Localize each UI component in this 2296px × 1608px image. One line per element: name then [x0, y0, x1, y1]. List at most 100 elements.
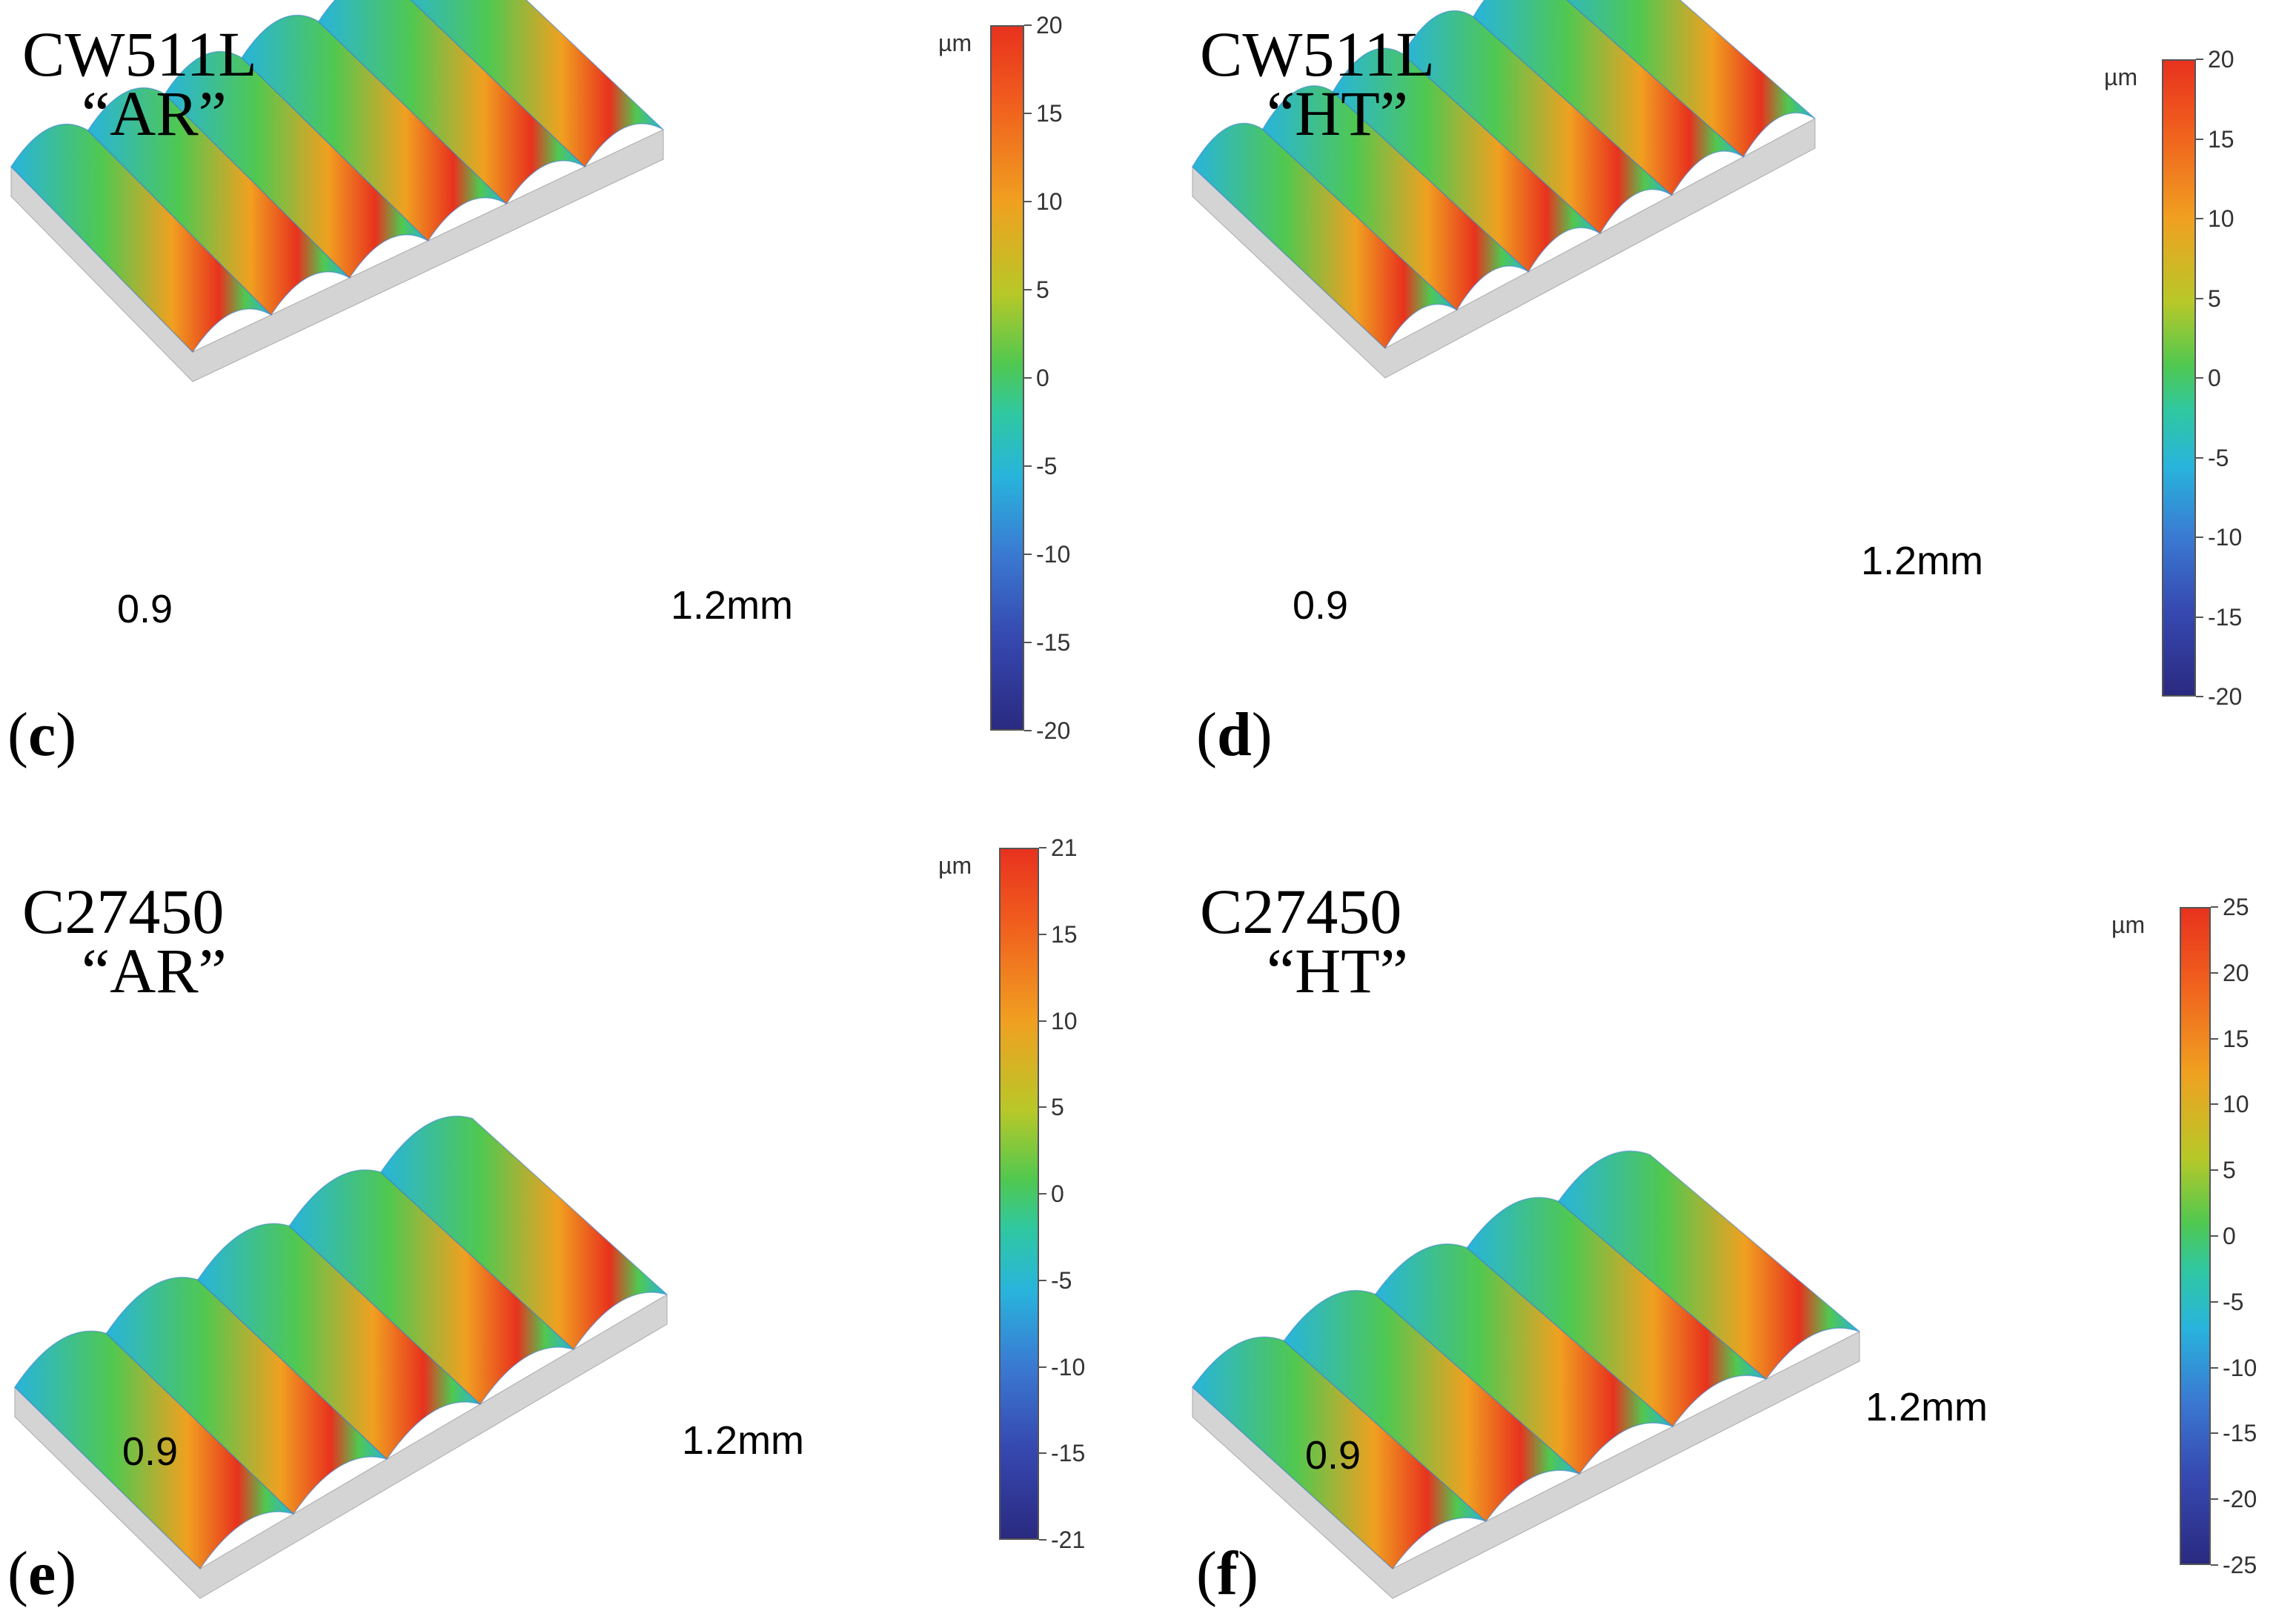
colorbar-tick-label: -15: [2208, 603, 2243, 631]
colorbar-tick-label: 25: [2223, 894, 2249, 920]
colorbar-tickmark: [2211, 1498, 2218, 1501]
surface-plot: [10, 0, 664, 382]
colorbar-tick-label: -15: [2223, 1420, 2257, 1447]
colorbar-tickmark: [2196, 297, 2203, 299]
surface-ridge: [1566, 0, 1816, 158]
colorbar-tick-label: -5: [1051, 1266, 1072, 1294]
colorbar-tick-label: 15: [2223, 1025, 2249, 1052]
panel-letter: (d): [1196, 700, 1273, 769]
panel-d: CW511L “HT” (d) 0.9 1.2mm µm 20 15 10 5 0 -5 -…: [1148, 0, 2296, 802]
colorbar-tickmark: [2196, 616, 2203, 618]
colorbar-tick-label: 5: [1051, 1094, 1064, 1121]
surface-plot: [1192, 1150, 1860, 1599]
axis-label-y: 1.2mm: [1865, 1385, 1988, 1429]
colorbar-tickmark: [1039, 1020, 1046, 1022]
colorbar-tickmark: [2196, 456, 2203, 459]
colorbar-tickmark: [1024, 24, 1032, 26]
colorbar-tickmark: [1039, 1279, 1046, 1281]
colorbar-tick-label: 0: [2223, 1223, 2236, 1249]
colorbar-tickmark: [2211, 971, 2218, 974]
colorbar-tick-label: 21: [1051, 834, 1078, 861]
colorbar-tickmark: [2211, 1235, 2218, 1237]
colorbar-tick-label: -25: [2223, 1552, 2257, 1578]
colorbar-tickmark: [2211, 1103, 2218, 1106]
axis-label-y: 1.2mm: [1861, 539, 1984, 583]
colorbar-unit: µm: [938, 852, 972, 879]
condition-label: “AR”: [82, 78, 227, 149]
colorbar-tickmark: [1039, 1106, 1046, 1109]
colorbar-tick-label: -10: [2208, 524, 2243, 551]
colorbar-tickmark: [1039, 1193, 1046, 1195]
axis-label-x: 0.9: [122, 1429, 179, 1474]
material-label: CW511L: [22, 19, 257, 90]
colorbar: [2180, 907, 2211, 1565]
colorbar: [990, 25, 1024, 731]
colorbar-tickmark: [2211, 1300, 2218, 1303]
colorbar-tickmark: [2211, 1169, 2218, 1172]
colorbar-unit: µm: [2104, 64, 2138, 90]
colorbar-tick-label: 10: [2208, 205, 2234, 232]
colorbar-tick-label: 10: [2223, 1091, 2249, 1118]
panel-f: C27450 “HT” (f) 0.9 1.2mm µm 25 20 15 10 5 0 -…: [1148, 802, 2296, 1605]
colorbar-tick-label: 20: [2223, 959, 2249, 986]
panel-c: CW511L “AR” (c) 0.9 1.2mm µm 20 15 10 5 0 -5 -…: [0, 0, 1148, 802]
colorbar-tickmark: [1039, 1452, 1046, 1455]
colorbar-tick-label: 0: [1036, 365, 1049, 391]
colorbar-tickmark: [2211, 1564, 2218, 1566]
colorbar-tick-label: -5: [1036, 453, 1058, 479]
condition-label: “AR”: [82, 935, 227, 1006]
material-label: CW511L: [1200, 19, 1435, 90]
panel-letter: (c): [7, 700, 77, 769]
panel-letter: (e): [7, 1539, 77, 1608]
colorbar-tickmark: [1024, 465, 1032, 467]
panel-e: C27450 “AR” (e) 0.9 1.2mm µm 21 15 10 5 0 -5 -…: [0, 802, 1148, 1608]
colorbar-tick-label: 20: [2208, 46, 2234, 73]
colorbar-tick-label: -10: [1051, 1353, 1086, 1381]
axis-label-x: 0.9: [1305, 1433, 1361, 1478]
surface-ridge: [410, 0, 664, 168]
colorbar-tickmark: [1024, 377, 1032, 379]
colorbar-tickmark: [1024, 113, 1032, 114]
surface-ridge: [1557, 1150, 1860, 1381]
colorbar-tickmark: [1024, 642, 1032, 643]
colorbar-tick-label: -10: [2223, 1354, 2257, 1381]
colorbar-unit: µm: [2111, 911, 2146, 938]
colorbar-tick-label: 10: [1051, 1007, 1078, 1034]
colorbar-tick-label: 0: [1051, 1180, 1064, 1207]
condition-label: “HT”: [1267, 935, 1408, 1006]
surface-plot: [14, 1115, 668, 1599]
colorbar-tickmark: [2211, 1366, 2218, 1369]
colorbar-tick-label: -5: [2223, 1288, 2244, 1315]
colorbar-tick-label: 15: [1036, 100, 1063, 127]
colorbar-tickmark: [2196, 218, 2203, 219]
colorbar-tick-label: -10: [1036, 541, 1071, 568]
panel-letter-text: f: [1216, 1539, 1238, 1608]
colorbar-tick-label: 5: [2208, 285, 2221, 312]
colorbar-unit: µm: [938, 30, 972, 56]
colorbar-tick-label: -20: [1036, 717, 1071, 744]
axis-label-x: 0.9: [117, 587, 173, 631]
panel-letter-text: c: [27, 700, 56, 769]
axis-label-x: 0.9: [1293, 583, 1349, 628]
condition-label: “HT”: [1267, 78, 1408, 149]
colorbar-tick-label: 15: [2208, 125, 2234, 153]
colorbar-tickmark: [1024, 201, 1032, 202]
colorbar-tickmark: [1039, 933, 1046, 935]
colorbar: [2162, 59, 2196, 697]
axis-label-y: 1.2mm: [671, 583, 794, 628]
colorbar: [999, 848, 1039, 1540]
colorbar-tickmark: [1039, 1366, 1046, 1368]
panel-letter-text: e: [27, 1539, 56, 1608]
colorbar-tick-label: -20: [2208, 683, 2243, 710]
colorbar-tick-label: -15: [1051, 1440, 1086, 1467]
material-label: C27450: [1200, 876, 1402, 947]
colorbar-tick-label: 5: [2223, 1157, 2236, 1184]
colorbar-tick-label: -5: [2208, 444, 2229, 471]
colorbar-tickmark: [1024, 554, 1032, 555]
colorbar-tick-label: -15: [1036, 629, 1071, 656]
colorbar-tick-label: 20: [1036, 12, 1063, 39]
surface-plot: [1192, 0, 1816, 379]
colorbar-tick-label: 0: [2208, 365, 2221, 391]
colorbar-tickmark: [2196, 377, 2203, 379]
colorbar-tickmark: [1024, 730, 1032, 731]
